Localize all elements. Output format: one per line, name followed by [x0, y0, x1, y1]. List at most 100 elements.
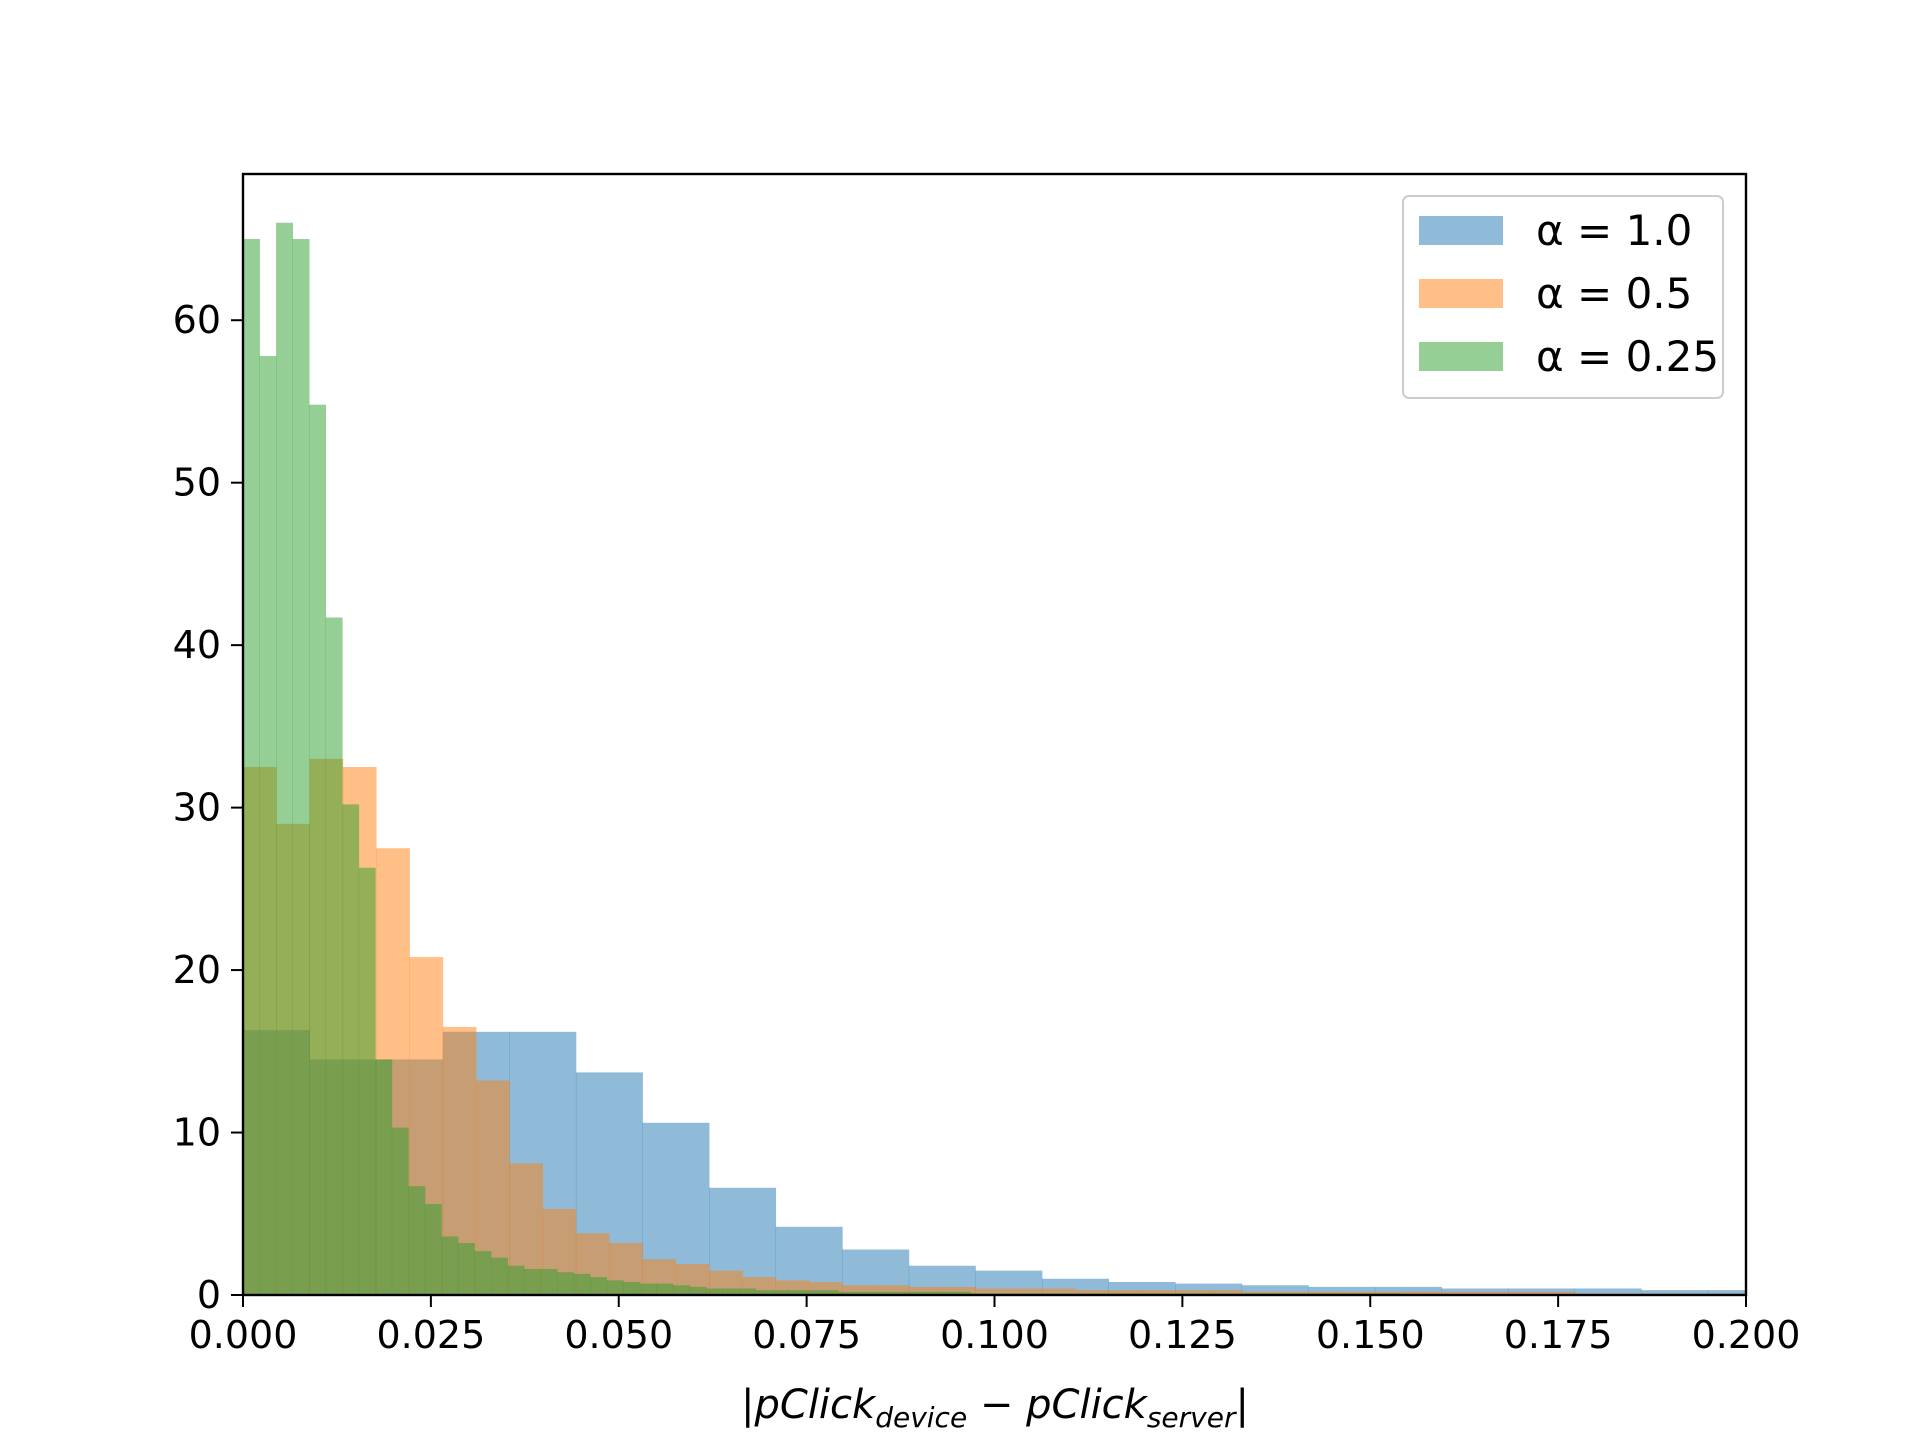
bar-series3-bin15	[491, 1257, 508, 1295]
bar-series3-bin1	[259, 355, 277, 1296]
bar-series3-bin16	[507, 1265, 525, 1295]
bar-series3-bin28	[705, 1288, 723, 1295]
legend-swatch-1	[1419, 216, 1503, 245]
bar-series3-bin10	[408, 1186, 426, 1295]
x-axis-label-mid: − pClick	[967, 1382, 1148, 1428]
legend-label-3: α = 0.25	[1536, 332, 1719, 381]
bar-series3-bin9	[391, 1127, 409, 1295]
bar-series3-bin19	[557, 1272, 575, 1295]
bar-series3-bin25	[656, 1283, 674, 1295]
bar-series2-bin25	[1075, 1290, 1109, 1295]
x-axis-label: |pClickdevice − pClickserver|	[741, 1382, 1249, 1434]
bar-series2-bin28	[1175, 1290, 1209, 1295]
bar-series3-bin11	[424, 1204, 442, 1295]
bar-series2-bin20	[908, 1286, 943, 1295]
bar-series3-bin32	[772, 1290, 789, 1295]
legend-label-2: α = 0.5	[1536, 269, 1692, 318]
bar-series2-bin24	[1041, 1288, 1076, 1295]
legend-swatch-3	[1419, 342, 1503, 371]
bar-series3-bin37	[854, 1291, 872, 1295]
y-tick-label: 60	[173, 298, 221, 342]
bar-series3-bin3	[292, 238, 310, 1296]
bar-series2-bin23	[1008, 1288, 1043, 1295]
bar-series1-bin20	[1574, 1288, 1642, 1295]
bar-series2-bin21	[942, 1286, 976, 1295]
bar-series2-bin33	[1341, 1291, 1376, 1295]
legend-swatch-2	[1419, 279, 1503, 308]
bar-series3-bin40	[904, 1291, 922, 1295]
bar-series3-bin7	[358, 867, 376, 1295]
bar-series3-bin43	[953, 1291, 971, 1295]
bar-series3-bin12	[441, 1236, 459, 1295]
bar-series3-bin30	[738, 1288, 756, 1295]
bar-series1-bin15	[1241, 1285, 1309, 1295]
bar-series3-bin20	[573, 1273, 591, 1295]
bar-series2-bin37	[1474, 1291, 1509, 1295]
bar-series3-bin41	[920, 1291, 938, 1295]
bar-series3-bin2	[276, 222, 293, 1296]
x-axis-label-sub1: device	[875, 1401, 967, 1434]
y-tick-label: 20	[173, 948, 221, 992]
bar-series3-bin34	[805, 1290, 823, 1295]
bar-series2-bin38	[1508, 1291, 1542, 1295]
x-tick-label: 0.150	[1316, 1313, 1425, 1357]
bar-series3-bin6	[342, 804, 360, 1295]
bar-series2-bin31	[1275, 1291, 1309, 1295]
bar-series2-bin29	[1208, 1290, 1243, 1295]
x-tick-label: 0.125	[1128, 1313, 1237, 1357]
bar-series3-bin22	[606, 1280, 624, 1295]
bar-series3-bin14	[474, 1251, 492, 1295]
bar-series2-bin36	[1441, 1291, 1476, 1295]
bar-series2-bin18	[842, 1285, 876, 1295]
bar-series2-bin22	[975, 1288, 1010, 1295]
x-tick-label: 0.100	[940, 1313, 1049, 1357]
bar-series3-bin31	[755, 1290, 773, 1295]
y-tick-label: 10	[173, 1111, 221, 1155]
bar-series3-bin18	[540, 1269, 558, 1295]
bar-series3-bin23	[623, 1282, 641, 1295]
y-tick-label: 50	[173, 461, 221, 505]
x-axis-label-pre: |pClick	[741, 1382, 877, 1428]
bar-series3-bin4	[309, 404, 327, 1295]
y-tick-label: 0	[197, 1273, 221, 1317]
bar-series3-bin17	[524, 1269, 541, 1295]
bar-series3-bin38	[871, 1291, 889, 1295]
bar-series3-bin29	[722, 1288, 740, 1295]
bar-series2-bin34	[1374, 1291, 1409, 1295]
bars-layer	[243, 222, 1747, 1296]
bar-series3-bin33	[788, 1290, 806, 1295]
bar-series1-bin16	[1308, 1286, 1376, 1295]
bar-series3-bin35	[821, 1290, 839, 1295]
bar-series3-bin8	[375, 1059, 393, 1295]
x-tick-label: 0.025	[376, 1313, 485, 1357]
bar-series3-bin5	[325, 617, 343, 1295]
x-tick-label: 0.175	[1504, 1313, 1613, 1357]
bar-series3-bin13	[457, 1243, 475, 1295]
legend: α = 1.0 α = 0.5 α = 0.25	[1402, 195, 1724, 399]
x-axis-label-sub2: server	[1147, 1401, 1237, 1434]
bar-series3-bin36	[838, 1291, 856, 1295]
bar-series3-bin42	[937, 1291, 955, 1295]
bar-series2-bin19	[875, 1285, 910, 1295]
bar-series1-bin21	[1641, 1290, 1709, 1295]
bar-series3-bin0	[243, 238, 260, 1296]
x-tick-label: 0.000	[189, 1313, 298, 1357]
bar-series3-bin24	[639, 1283, 657, 1295]
legend-label-1: α = 1.0	[1536, 206, 1692, 255]
bar-series1-bin14	[1175, 1283, 1243, 1295]
y-axis-ticks: 0 10 20 30 40 50 60	[173, 298, 243, 1317]
x-tick-label: 0.075	[752, 1313, 861, 1357]
bar-series1-bin22	[1707, 1290, 1747, 1295]
bar-series3-bin21	[590, 1277, 608, 1295]
bar-series2-bin39	[1541, 1291, 1576, 1295]
x-tick-label: 0.200	[1692, 1313, 1801, 1357]
bar-series2-bin27	[1141, 1290, 1176, 1295]
bar-series2-bin26	[1108, 1290, 1143, 1295]
x-tick-label: 0.050	[564, 1313, 673, 1357]
bar-series1-bin17	[1374, 1286, 1442, 1295]
y-tick-label: 40	[173, 623, 221, 667]
x-axis-ticks: 0.000 0.025 0.050 0.075 0.100 0.125 0.150 0.175…	[189, 1295, 1801, 1357]
bar-series3-bin39	[887, 1291, 905, 1295]
bar-series2-bin30	[1241, 1291, 1276, 1295]
